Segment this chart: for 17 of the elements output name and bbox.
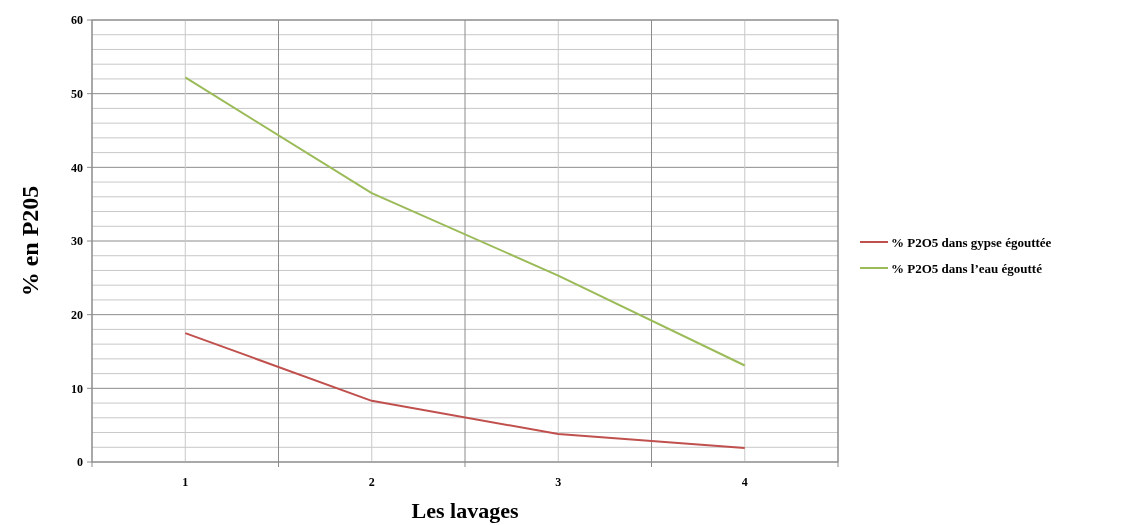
y-tick-label: 10 (71, 381, 83, 396)
x-axis-title: Les lavages (411, 498, 519, 523)
y-tick-label: 50 (71, 86, 83, 101)
y-axis-title: % en P205 (17, 185, 43, 297)
x-tick-label: 4 (741, 475, 748, 489)
y-tick-label: 30 (71, 234, 83, 249)
legend-label: % P2O5 dans gypse égouttée (891, 234, 1052, 250)
x-tick-label: 1 (182, 475, 189, 489)
y-tick-label: 60 (71, 13, 83, 28)
y-tick-label: 20 (71, 307, 83, 322)
y-tick-label: 0 (77, 455, 83, 470)
x-tick-label: 3 (555, 475, 562, 489)
y-tick-label: 40 (71, 160, 83, 175)
x-tick-label: 2 (368, 475, 375, 489)
line-series (184, 332, 746, 449)
line-series (184, 76, 746, 367)
legend-label: % P2O5 dans l’eau égoutté (891, 260, 1043, 276)
